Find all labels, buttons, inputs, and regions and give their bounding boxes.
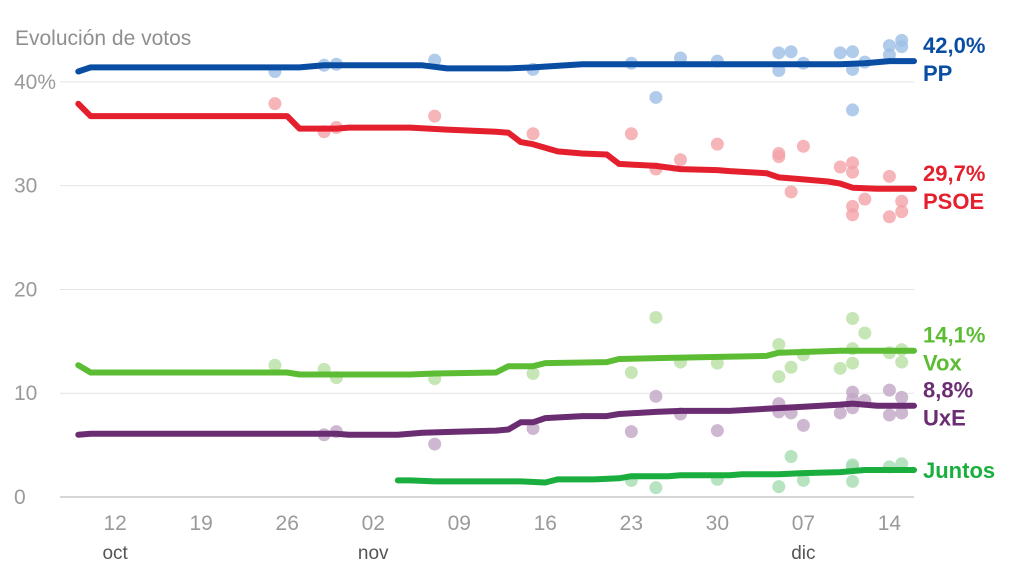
poll-dot-vox (833, 361, 847, 375)
end-name-juntos: Juntos (923, 458, 995, 483)
trend-line-pp (75, 58, 917, 75)
end-name-psoe: PSOE (923, 189, 984, 214)
poll-dot-vox (858, 326, 872, 340)
poll-dot-uxe (882, 408, 896, 422)
x-tick-label: 14 (878, 512, 902, 535)
end-value-pp: 42,0% (923, 33, 985, 58)
poll-dot-uxe (882, 383, 896, 397)
x-tick-label: 07 (792, 512, 815, 535)
poll-dot-pp (895, 40, 909, 54)
poll-dot-uxe (649, 389, 663, 403)
poll-dot-psoe (833, 160, 847, 174)
chart-title: Evolución de votos (15, 27, 191, 50)
poll-dot-vox (624, 365, 638, 379)
poll-dot-juntos (796, 473, 810, 487)
end-name-vox: Vox (923, 351, 962, 376)
poll-dot-uxe (796, 418, 810, 432)
trend-line-uxe (75, 400, 917, 438)
poll-dot-uxe (624, 425, 638, 439)
x-tick-label: 16 (534, 512, 557, 535)
y-tick-label: 40% (14, 71, 56, 94)
x-month-label: dic (791, 543, 815, 564)
end-name-uxe: UxE (923, 406, 966, 431)
poll-dot-psoe (710, 137, 724, 151)
x-tick-label: 30 (706, 512, 729, 535)
poll-dot-psoe (882, 210, 896, 224)
x-tick-label: 19 (190, 512, 213, 535)
x-month-label: oct (102, 543, 128, 564)
poll-dot-vox (649, 310, 663, 324)
poll-dot-vox (846, 312, 860, 326)
trend-line-vox (75, 347, 917, 378)
x-tick-label: 02 (362, 512, 385, 535)
x-tick-label: 12 (103, 512, 126, 535)
poll-dot-uxe (833, 406, 847, 420)
poll-dot-pp (772, 63, 786, 77)
trend-lines (75, 58, 917, 486)
poll-dot-vox (772, 370, 786, 384)
poll-dot-pp (833, 46, 847, 60)
poll-dot-psoe (428, 109, 442, 123)
x-tick-label: 09 (448, 512, 471, 535)
poll-dot-pp (428, 53, 442, 67)
poll-dot-psoe (882, 169, 896, 183)
poll-dot-psoe (895, 194, 909, 208)
poll-dot-psoe (846, 208, 860, 222)
end-value-uxe: 8,8% (923, 378, 973, 403)
poll-dot-juntos (649, 481, 663, 495)
poll-dot-vox (526, 367, 540, 381)
x-month-label: nov (358, 543, 389, 564)
poll-dot-uxe (895, 406, 909, 420)
poll-dot-psoe (846, 156, 860, 170)
poll-dot-pp (784, 45, 798, 59)
y-tick-label: 10 (14, 382, 37, 405)
poll-dot-psoe (784, 185, 798, 199)
poll-dot-juntos (784, 450, 798, 464)
poll-dot-uxe (428, 437, 442, 451)
x-tick-label: 26 (276, 512, 299, 535)
poll-dot-pp (649, 90, 663, 104)
gridlines (60, 81, 914, 498)
poll-dot-vox (784, 360, 798, 374)
y-tick-label: 0 (14, 486, 26, 509)
trend-line-juntos (394, 467, 917, 486)
poll-dot-psoe (858, 192, 872, 206)
poll-dot-psoe (895, 205, 909, 219)
end-value-psoe: 29,7% (923, 161, 985, 186)
poll-dot-psoe (526, 127, 540, 141)
poll-dot-juntos (772, 480, 786, 494)
poll-dot-psoe (673, 153, 687, 167)
poll-dot-psoe (772, 150, 786, 164)
poll-dot-juntos (846, 474, 860, 488)
end-value-vox: 14,1% (923, 323, 985, 348)
poll-dots (268, 33, 909, 495)
y-axis: 40% 30 20 10 0 (14, 71, 56, 509)
poll-dot-pp (772, 46, 786, 60)
x-axis: 12 oct 19 26 02 nov 09 16 23 30 07 dic 14 (102, 512, 901, 564)
poll-dot-vox (772, 337, 786, 351)
poll-dot-pp (846, 103, 860, 117)
end-name-pp: PP (923, 61, 952, 86)
x-tick-label: 23 (620, 512, 643, 535)
poll-dot-pp (846, 45, 860, 59)
poll-dot-vox (846, 356, 860, 370)
poll-dot-uxe (710, 424, 724, 438)
y-tick-label: 20 (14, 278, 37, 301)
poll-dot-vox (895, 355, 909, 369)
poll-dot-psoe (796, 139, 810, 153)
poll-dot-uxe (895, 390, 909, 404)
poll-dot-psoe (624, 127, 638, 141)
poll-dot-pp (882, 39, 896, 53)
poll-dot-psoe (846, 165, 860, 179)
poll-dot-psoe (268, 97, 282, 111)
trend-line-psoe (75, 100, 917, 192)
poll-dot-vox (268, 358, 282, 372)
y-tick-label: 30 (14, 175, 37, 198)
